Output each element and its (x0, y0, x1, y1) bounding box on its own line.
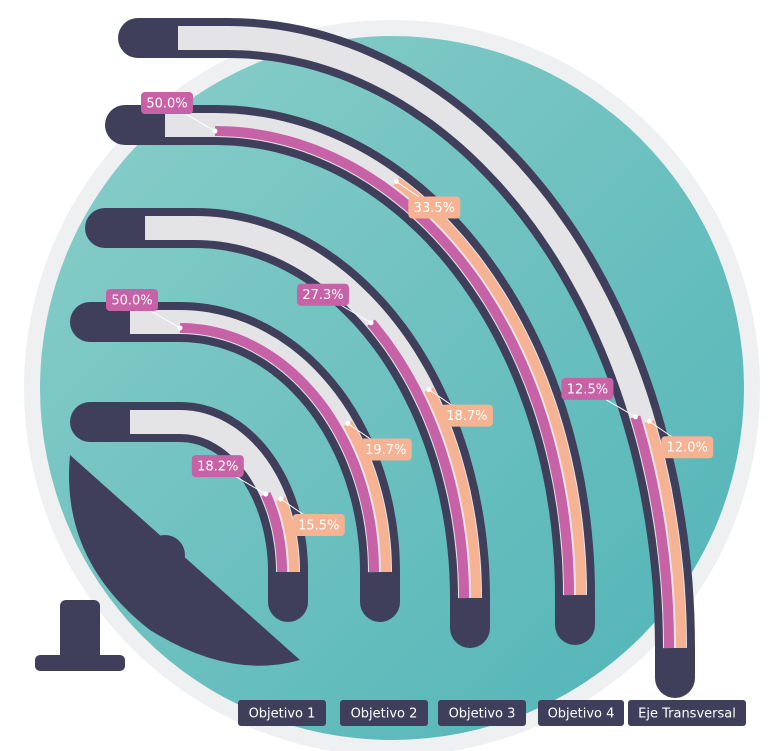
value-arc (276, 496, 299, 572)
value-label-box (106, 289, 158, 311)
value-label-box (292, 514, 345, 537)
value-arc (393, 177, 586, 596)
value-label-box (408, 196, 461, 219)
category-label: Objetivo 2 (351, 707, 418, 722)
value-label-box (296, 283, 349, 306)
value-arc (343, 421, 391, 572)
value-arc (214, 126, 574, 596)
value-arc (367, 319, 469, 598)
value-label-box (141, 92, 193, 114)
category-label: Objetivo 4 (548, 707, 615, 722)
leader-dot (646, 418, 652, 424)
labels: 18.2% 15.5% 50.0% 19.7% 27.3% 18.7% 50.0% 33.5%… (106, 92, 746, 726)
leader-dot (345, 420, 351, 426)
value-label-box (561, 377, 614, 400)
arc-lane (165, 113, 587, 596)
leader-dot (263, 491, 269, 497)
category-label: Eje Transversal (638, 707, 736, 722)
value-label-box (191, 455, 244, 478)
category-label: Objetivo 3 (449, 707, 516, 722)
value-label: 33.5% (414, 201, 455, 216)
leader-dot (632, 414, 638, 420)
value-label: 12.0% (667, 441, 708, 456)
value-arc (644, 419, 686, 648)
leader-dot (426, 387, 432, 393)
value-label-box (440, 404, 493, 427)
arcs (70, 18, 695, 698)
value-arc (179, 323, 379, 573)
value-label-box (359, 438, 412, 461)
leader-dot (212, 128, 218, 134)
category-box (628, 700, 746, 726)
category-box (238, 700, 326, 726)
arc-lane (145, 216, 482, 599)
value-arc (630, 415, 674, 648)
value-label: 27.3% (302, 288, 343, 303)
arc-lane (178, 26, 687, 649)
category-box (538, 700, 624, 726)
satellite-dish (35, 455, 300, 671)
value-arc (261, 492, 287, 572)
leader-dot (177, 325, 183, 331)
leader-dot (368, 320, 374, 326)
value-label: 19.7% (365, 443, 406, 458)
leader-dot (393, 179, 399, 185)
value-label: 18.2% (197, 460, 238, 475)
leader-dot (278, 496, 284, 502)
category-box (340, 700, 428, 726)
arc-lane (130, 410, 300, 572)
value-label: 18.7% (446, 409, 487, 424)
category-label: Objetivo 1 (249, 707, 316, 722)
arc-lane (130, 310, 392, 573)
value-label: 50.0% (111, 294, 152, 309)
value-label: 12.5% (567, 382, 608, 397)
category-box (438, 700, 526, 726)
value-label: 15.5% (298, 519, 339, 534)
value-label-box (661, 436, 714, 459)
value-label: 50.0% (146, 97, 187, 112)
